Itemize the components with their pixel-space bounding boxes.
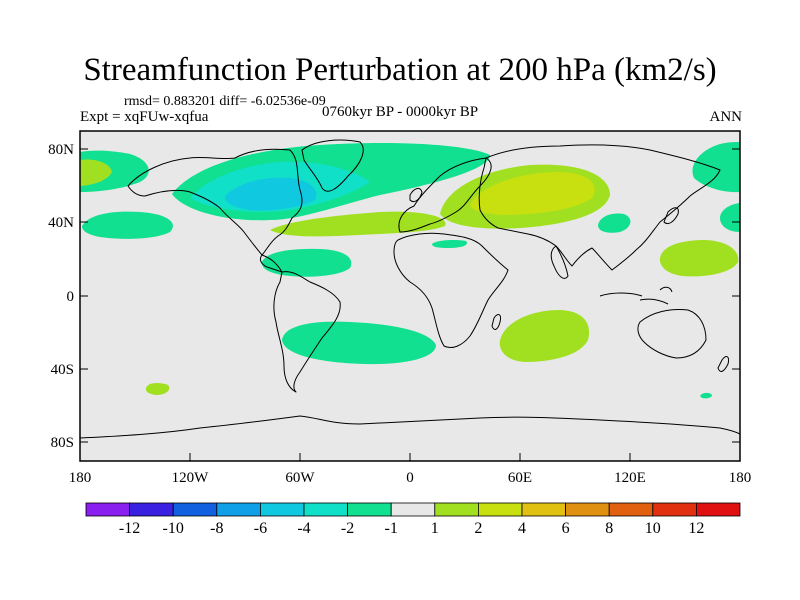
coast-indonesia bbox=[599, 286, 673, 305]
season-label: ANN bbox=[709, 109, 743, 125]
patch-south-atlantic-green bbox=[282, 321, 436, 365]
stats-text: rmsd= 0.883201 diff= -6.02536e-09 bbox=[124, 94, 326, 109]
patch-north-pacific-left-inner bbox=[80, 159, 112, 186]
colorbar-swatch bbox=[390, 502, 436, 517]
colorbar bbox=[85, 502, 741, 517]
colorbar-swatch bbox=[608, 502, 654, 517]
colorbar-swatch bbox=[652, 502, 697, 517]
coast-new-zealand bbox=[717, 356, 729, 372]
coastlines bbox=[79, 139, 741, 439]
patch-hudson-cyan bbox=[224, 177, 317, 211]
coast-north-america bbox=[127, 148, 303, 273]
coast-europe bbox=[398, 157, 492, 233]
patch-southern-ocean-small bbox=[700, 392, 712, 399]
colorbar-label: -2 bbox=[341, 520, 354, 537]
anomaly-patches bbox=[80, 142, 740, 399]
lat-label: 80S bbox=[51, 435, 74, 451]
lat-label: 80N bbox=[48, 142, 74, 158]
patch-subtropic-pacific-west bbox=[82, 211, 173, 239]
lat-tick-labels: 80N 40N 0 40S 80S bbox=[48, 142, 74, 451]
colorbar-swatch bbox=[696, 502, 741, 517]
patch-north-africa-small bbox=[432, 240, 468, 248]
lon-tick-labels: 180 120W 60W 0 60E 120E 180 bbox=[69, 470, 752, 486]
experiment-label: Expt = xqFUw-xqfua bbox=[80, 109, 209, 125]
colorbar-swatch bbox=[477, 502, 523, 517]
colorbar-label: 6 bbox=[562, 520, 570, 537]
patch-atlantic-band-yellowgreen bbox=[270, 211, 446, 237]
lon-label: 60E bbox=[508, 470, 532, 486]
patch-china-green bbox=[598, 213, 631, 233]
lon-label: 120W bbox=[172, 470, 210, 486]
colorbar-label: 12 bbox=[688, 520, 704, 537]
colorbar-label: -8 bbox=[210, 520, 223, 537]
lat-label: 40N bbox=[48, 215, 74, 231]
colorbar-label: -4 bbox=[297, 520, 310, 537]
lat-label: 0 bbox=[67, 289, 75, 305]
lon-label: 60W bbox=[285, 470, 315, 486]
lon-label: 120E bbox=[614, 470, 646, 486]
colorbar-label: 8 bbox=[605, 520, 613, 537]
patch-eurasia-ochre bbox=[470, 172, 595, 215]
colorbar-label: 1 bbox=[431, 520, 439, 537]
colorbar-swatch bbox=[303, 502, 348, 517]
colorbar-label: -6 bbox=[254, 520, 267, 537]
patch-nw-pacific-right bbox=[692, 142, 740, 193]
coast-asia bbox=[478, 144, 721, 271]
lat-label: 40S bbox=[51, 362, 74, 378]
colorbar-label: 2 bbox=[474, 520, 482, 537]
lon-ticks bbox=[189, 453, 631, 461]
period-label: 0760kyr BP - 0000kyr BP bbox=[322, 104, 479, 120]
coast-india bbox=[550, 245, 569, 279]
colorbar-swatch bbox=[85, 502, 130, 517]
lat-ticks bbox=[80, 148, 740, 443]
colorbar-swatch bbox=[565, 502, 610, 517]
colorbar-label: 4 bbox=[518, 520, 526, 537]
colorbar-swatch bbox=[216, 502, 261, 517]
patch-west-pacific-yellowgreen bbox=[659, 240, 739, 277]
patch-caribbean-green bbox=[261, 248, 352, 277]
coast-australia bbox=[637, 309, 707, 359]
colorbar-swatch bbox=[347, 502, 392, 517]
colorbar-label: 10 bbox=[645, 520, 661, 537]
colorbar-label: -1 bbox=[385, 520, 398, 537]
lon-label: 180 bbox=[729, 470, 752, 486]
colorbar-label: -10 bbox=[163, 520, 184, 537]
coast-japan bbox=[663, 207, 679, 225]
colorbar-swatch bbox=[129, 502, 174, 517]
colorbar-swatch bbox=[259, 502, 305, 517]
coast-greenland bbox=[301, 139, 364, 192]
patch-right-40n-green bbox=[720, 203, 740, 232]
colorbar-labels: -12 -10 -8 -6 -4 -2 -1 1 2 4 6 8 10 12 bbox=[119, 520, 704, 537]
patch-south-pacific-small bbox=[145, 383, 170, 395]
coast-south-america bbox=[273, 271, 341, 393]
colorbar-swatch bbox=[434, 502, 479, 517]
lon-label: 180 bbox=[69, 470, 92, 486]
coast-madagascar bbox=[491, 314, 501, 330]
patch-indian-ocean-yellowgreen bbox=[499, 310, 590, 362]
colorbar-swatch bbox=[521, 502, 566, 517]
colorbar-swatch bbox=[172, 502, 218, 517]
coast-antarctica bbox=[79, 415, 741, 439]
coast-africa bbox=[393, 232, 509, 349]
coast-uk bbox=[409, 187, 423, 203]
lon-label: 0 bbox=[406, 470, 414, 486]
colorbar-label: -12 bbox=[119, 520, 140, 537]
chart-title: Streamfunction Perturbation at 200 hPa (… bbox=[83, 52, 717, 88]
